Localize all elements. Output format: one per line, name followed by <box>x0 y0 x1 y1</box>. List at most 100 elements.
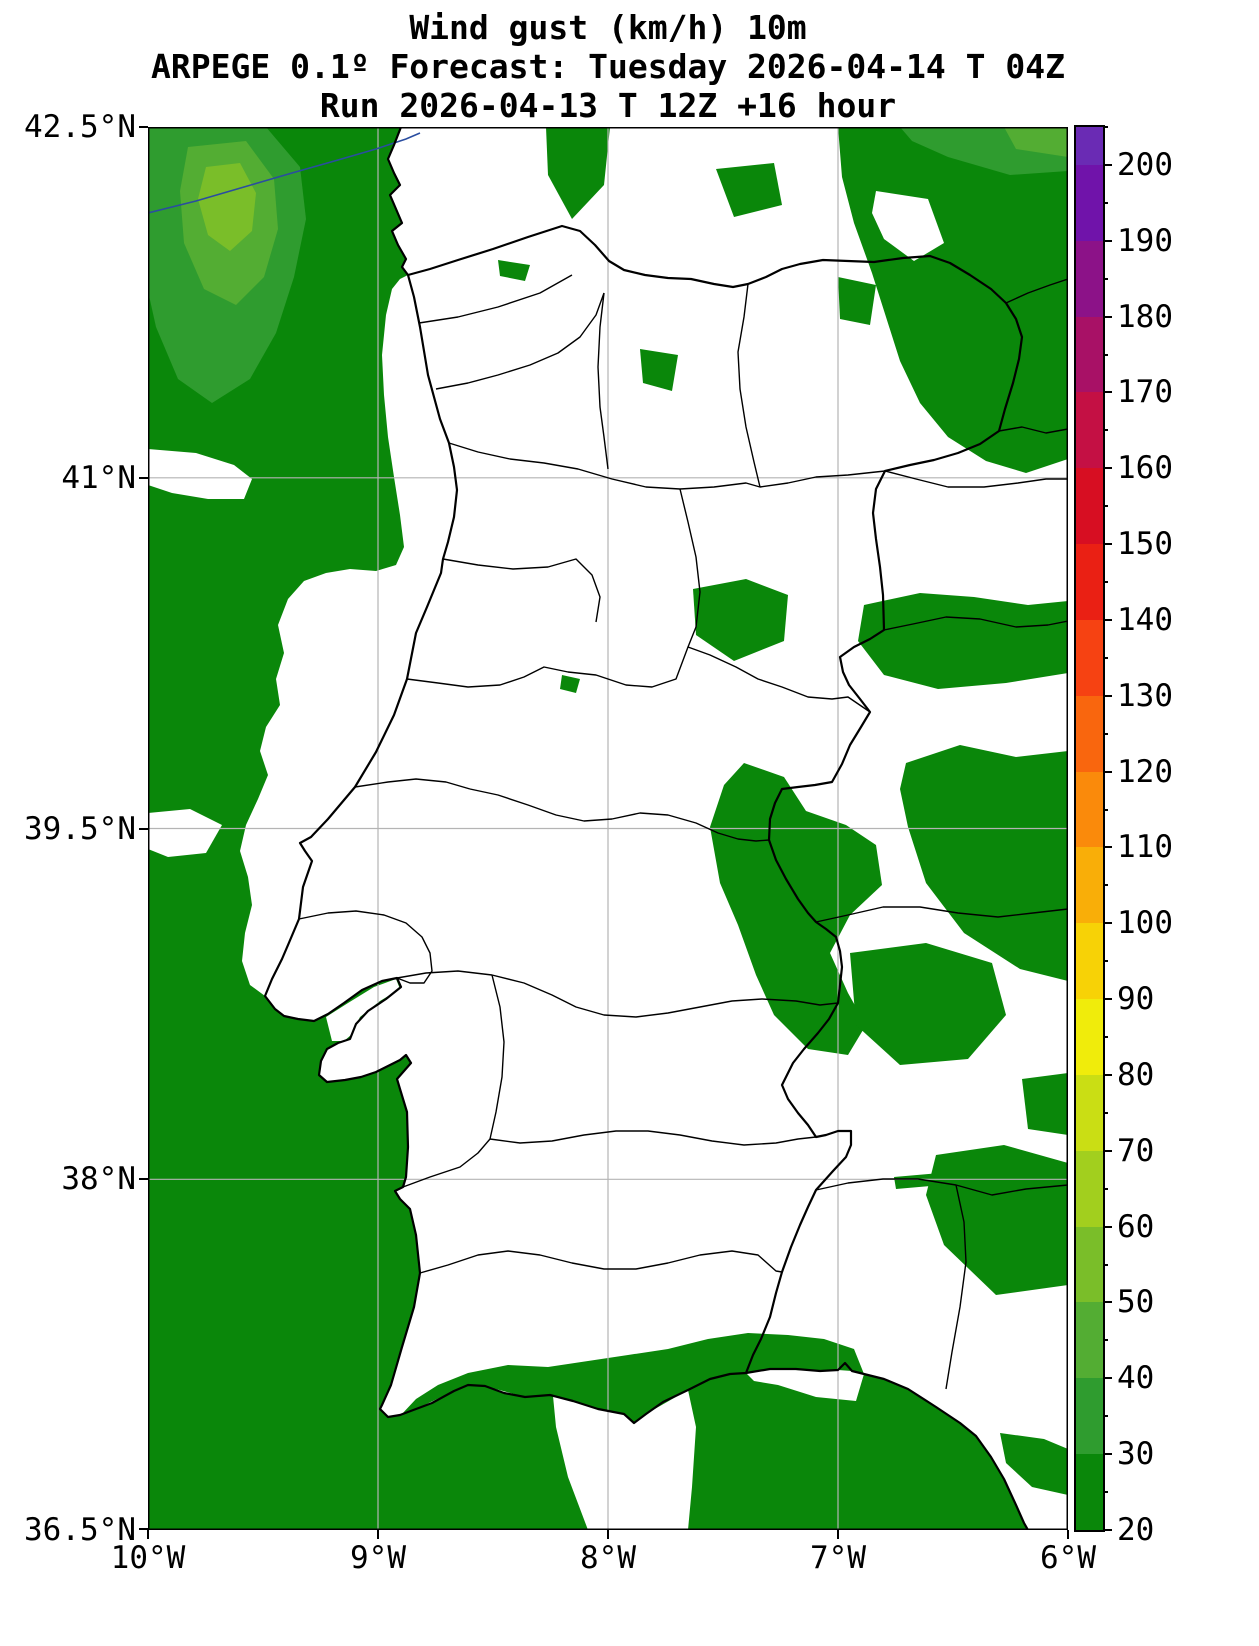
colorbar-tick-label: 50 <box>1117 1284 1155 1321</box>
calm-patch-south-algarve <box>553 1390 696 1530</box>
colorbar-tick-mark <box>1103 1225 1112 1228</box>
colorbar-segment <box>1076 316 1103 393</box>
colorbar-minor-tick-mark <box>1103 1415 1108 1418</box>
colorbar-tick-label: 130 <box>1117 677 1173 714</box>
colorbar-tick-label: 140 <box>1117 601 1173 638</box>
gust-patch-east-edge <box>900 745 1068 981</box>
colorbar-tick-label: 170 <box>1117 374 1173 411</box>
colorbar-segment <box>1076 1074 1103 1151</box>
lat-tick-label: 39.5°N <box>24 810 136 847</box>
colorbar-tick-mark <box>1103 618 1112 621</box>
gust-speck-alentejo <box>560 675 580 693</box>
title-line-2: ARPEGE 0.1º Forecast: Tuesday 2026-04-14… <box>151 47 1065 86</box>
colorbar-segment <box>1076 392 1103 469</box>
calm-patch-west-edge-39n <box>148 809 222 857</box>
gust-patch-southeast-border <box>850 943 1006 1065</box>
colorbar-minor-tick-mark <box>1103 1036 1108 1039</box>
gust-patch-border-40n <box>693 579 788 661</box>
colorbar-segment <box>1076 1150 1103 1227</box>
colorbar-segment <box>1076 127 1103 165</box>
lat-tick-label: 36.5°N <box>24 1512 136 1548</box>
colorbar-segment <box>1076 164 1103 241</box>
graticule <box>148 127 1068 1530</box>
colorbar-segment <box>1076 771 1103 848</box>
colorbar-tick-label: 80 <box>1117 1056 1155 1093</box>
colorbar-tick-label: 60 <box>1117 1208 1155 1245</box>
colorbar-tick-label: 110 <box>1117 829 1173 866</box>
colorbar-tick-mark <box>1103 998 1112 1001</box>
colorbar-minor-tick-mark <box>1103 656 1108 659</box>
colorbar-ticks: 200 190 180 170 160 150 140 130 120 110 100 90 80 70 6… <box>1103 126 1223 1548</box>
calm-patch-huelva-coast <box>746 1363 864 1401</box>
lat-tick-mark <box>139 827 148 830</box>
lat-tick-label: 41°N <box>61 459 136 496</box>
colorbar-segment <box>1076 1302 1103 1379</box>
colorbar-segment <box>1076 847 1103 924</box>
colorbar-tick-label: 190 <box>1117 222 1173 259</box>
colorbar-minor-tick-mark <box>1103 884 1108 887</box>
colorbar-tick-mark <box>1103 694 1112 697</box>
colorbar-segment <box>1076 923 1103 1000</box>
colorbar-tick-label: 30 <box>1117 1436 1155 1473</box>
chart-title-block: Wind gust (km/h) 10m ARPEGE 0.1º Forecas… <box>0 8 1216 125</box>
colorbar-minor-tick-mark <box>1103 1263 1108 1266</box>
colorbar-tick-mark <box>1103 846 1112 849</box>
gust-dash-guadiana <box>894 1173 942 1189</box>
lon-tick-label: 9°W <box>350 1540 406 1576</box>
colorbar-minor-tick-mark <box>1103 126 1108 128</box>
colorbar-tick-mark <box>1103 770 1112 773</box>
colorbar-minor-tick-mark <box>1103 1339 1108 1342</box>
colorbar-tick-label: 90 <box>1117 981 1155 1018</box>
colorbar-tick-mark <box>1103 467 1112 470</box>
colorbar-minor-tick-mark <box>1103 960 1108 963</box>
colorbar-tick-mark <box>1103 1073 1112 1076</box>
colorbar-tick-mark <box>1103 315 1112 318</box>
gust-patch-cadiz <box>1000 1433 1068 1495</box>
colorbar-segment <box>1076 468 1103 545</box>
pt-es-border <box>407 224 1024 1374</box>
colorbar-minor-tick-mark <box>1103 1111 1108 1114</box>
minho-river-line <box>148 132 421 214</box>
lon-tick-mark <box>377 1530 379 1539</box>
map-canvas <box>148 127 1068 1530</box>
colorbar-minor-tick-mark <box>1103 277 1108 280</box>
colorbar-segment <box>1076 695 1103 772</box>
colorbar-minor-tick-mark <box>1103 201 1108 204</box>
colorbar-tick-mark <box>1103 163 1112 166</box>
colorbar-minor-tick-mark <box>1103 505 1108 508</box>
title-line-1: Wind gust (km/h) 10m <box>409 8 807 47</box>
colorbar-tick-mark <box>1103 239 1112 242</box>
lat-tick-mark <box>139 1178 148 1181</box>
colorbar-tick-label: 200 <box>1117 146 1173 183</box>
gust-patch-top-center-2 <box>716 163 782 217</box>
coastline <box>263 127 1030 1530</box>
gust-patch-douro <box>640 349 678 391</box>
colorbar-tick-mark <box>1103 1149 1112 1152</box>
colorbar-segment <box>1076 619 1103 696</box>
lat-tick-mark <box>139 1528 148 1530</box>
colorbar-tick-mark <box>1103 543 1112 546</box>
colorbar-tick-mark <box>1103 922 1112 925</box>
calm-coastal-strip <box>240 275 457 996</box>
title-line-3: Run 2026-04-13 T 12Z +16 hour <box>319 86 897 125</box>
colorbar-segment <box>1076 1453 1103 1530</box>
gust-patch-spain-40n <box>858 593 1068 689</box>
colorbar-minor-tick-mark <box>1103 1187 1108 1190</box>
colorbar-tick-label: 120 <box>1117 753 1173 790</box>
colorbar-tick-mark <box>1103 391 1112 394</box>
lon-tick-label: 6°W <box>1040 1540 1096 1576</box>
calm-patch-tagus-estuary <box>326 979 400 1041</box>
lon-tick-label: 7°W <box>810 1540 866 1576</box>
colorbar-tick-label: 150 <box>1117 526 1173 563</box>
calm-notch-northeast <box>872 191 944 261</box>
colorbar-segments <box>1076 127 1103 1530</box>
lon-tick-label: 8°W <box>580 1540 636 1576</box>
gust-patch-center-border <box>710 763 882 1055</box>
colorbar-segment <box>1076 240 1103 317</box>
lon-tick-label: 10°W <box>110 1540 186 1576</box>
lon-tick-mark <box>837 1530 839 1539</box>
gust-band-algarve-coast <box>401 1333 864 1423</box>
colorbar-minor-tick-mark <box>1103 429 1108 432</box>
colorbar-tick-label: 160 <box>1117 450 1173 487</box>
